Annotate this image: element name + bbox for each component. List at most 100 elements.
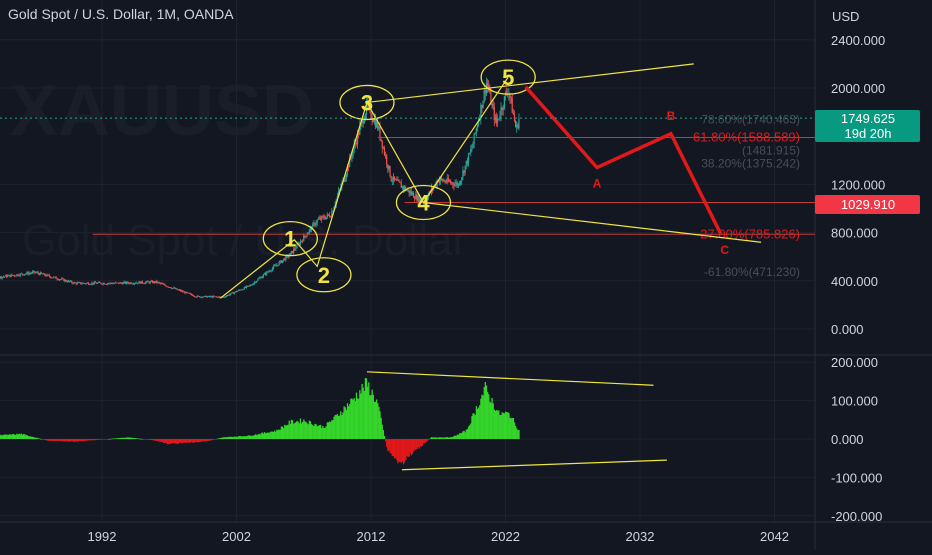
histogram-bar <box>210 439 212 441</box>
candle-body <box>458 183 461 185</box>
histogram-bar <box>386 439 388 447</box>
histogram-bar <box>285 425 287 439</box>
last-price-badge[interactable] <box>815 110 920 142</box>
candle-body <box>370 106 372 118</box>
candle-body <box>62 278 64 280</box>
histogram-bar <box>213 439 215 440</box>
candle-body <box>343 179 345 182</box>
candle-body <box>175 288 177 290</box>
histogram-bar <box>441 437 443 439</box>
candle-body <box>345 174 347 179</box>
candle-body <box>377 121 379 129</box>
candle-body <box>6 275 8 278</box>
candle-body <box>216 296 219 298</box>
chart-title: Gold Spot / U.S. Dollar, 1M, OANDA <box>8 6 234 22</box>
candle-body <box>254 282 257 283</box>
candle-body <box>356 132 359 144</box>
histogram-bar <box>418 439 420 449</box>
histogram-bar <box>310 424 313 439</box>
abc-projection-path <box>524 85 723 235</box>
histogram-bar <box>272 431 275 439</box>
candle-body <box>19 273 21 276</box>
histogram-bar <box>7 434 9 439</box>
histogram-bar <box>20 433 22 439</box>
histogram-bar <box>317 425 320 439</box>
candle-body <box>289 252 291 256</box>
candle-body <box>514 120 517 128</box>
candle-body <box>473 133 475 144</box>
candle-body <box>18 275 20 277</box>
candle-body <box>232 292 234 294</box>
candle-body <box>145 282 147 284</box>
candle-body <box>330 216 332 218</box>
histogram-bar <box>343 406 345 439</box>
candle-body <box>412 192 415 198</box>
candle-body <box>353 143 355 151</box>
candle-body <box>469 153 471 154</box>
histogram-bar <box>26 435 28 439</box>
histogram-bar <box>299 418 302 439</box>
histogram-bar <box>296 420 298 439</box>
histogram-bar <box>165 439 167 443</box>
candle-body <box>59 279 62 281</box>
histogram-bar <box>98 439 100 440</box>
histogram-bar <box>133 437 136 439</box>
histogram-bar <box>434 437 436 439</box>
candle-body <box>401 186 403 188</box>
candle-body <box>206 296 208 298</box>
histogram-bar <box>511 417 513 439</box>
oscillator-tick-label: 100.000 <box>831 394 878 409</box>
histogram-bar <box>387 439 389 452</box>
candle-body <box>22 274 25 276</box>
fib-label: (1481.915) <box>742 143 800 157</box>
candle-body <box>48 275 50 277</box>
histogram-bar <box>141 439 144 440</box>
candle-body <box>272 266 275 269</box>
candle-body <box>87 282 90 285</box>
histogram-bar <box>155 439 157 441</box>
candle-body <box>290 251 293 253</box>
candle-body <box>196 295 198 298</box>
divergence-line <box>366 371 654 386</box>
histogram-bar <box>18 433 20 439</box>
histogram-bar <box>432 437 434 439</box>
histogram-bar <box>451 437 453 439</box>
histogram-bar <box>425 439 427 443</box>
histogram-bar <box>174 439 176 444</box>
candle-body <box>200 296 202 298</box>
level-price-badge[interactable] <box>815 195 920 214</box>
candle-body <box>30 273 32 274</box>
candle-body <box>195 296 197 298</box>
histogram-bar <box>258 433 260 439</box>
histogram-bar <box>469 425 471 439</box>
histogram-bar <box>89 439 91 441</box>
candle-body <box>12 275 15 277</box>
candle-body <box>44 273 46 276</box>
histogram-bar <box>192 439 194 443</box>
histogram-bar <box>163 439 165 443</box>
histogram-bar <box>363 391 365 439</box>
histogram-bar <box>478 407 480 439</box>
histogram-bar <box>253 435 256 439</box>
candle-body <box>124 281 127 284</box>
candle-body <box>67 280 69 282</box>
histogram-bar <box>209 439 211 441</box>
candle-body <box>38 273 40 275</box>
candle-body <box>213 296 215 297</box>
candle-body <box>346 166 349 175</box>
candle-body <box>452 182 454 185</box>
histogram-bar <box>400 439 402 463</box>
histogram-bar <box>345 410 348 439</box>
histogram-bar <box>94 439 96 441</box>
histogram-bar <box>16 433 18 439</box>
histogram-bar <box>349 404 351 439</box>
histogram-bar <box>93 439 95 441</box>
candle-body <box>15 275 17 277</box>
candle-body <box>7 275 9 278</box>
histogram-bar <box>70 439 72 442</box>
candle-body <box>100 282 102 284</box>
candle-body <box>409 191 411 194</box>
candle-body <box>169 287 171 288</box>
